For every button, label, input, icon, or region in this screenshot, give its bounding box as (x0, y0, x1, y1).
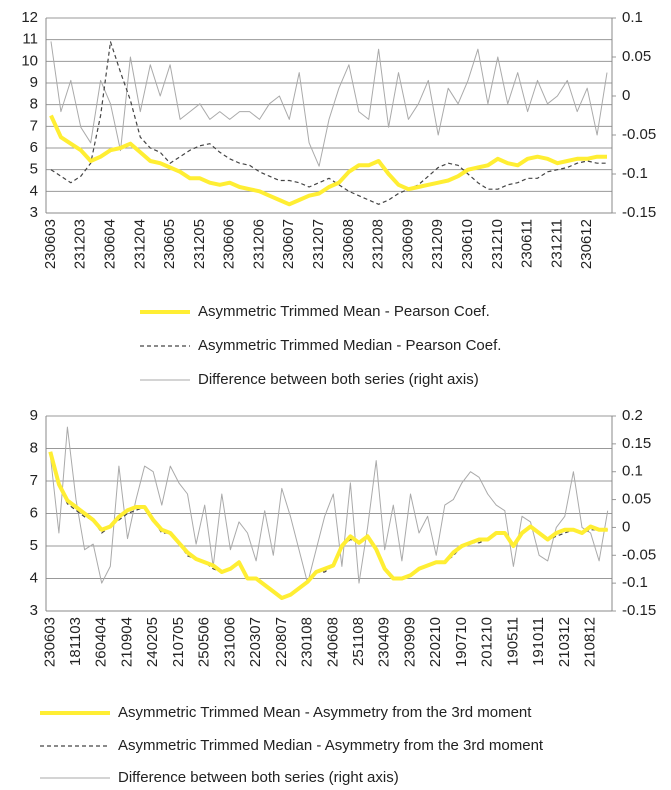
y-tick-label: 3 (30, 204, 38, 221)
x-tick-label: 230603 (42, 219, 59, 269)
x-tick-label: 230609 (399, 219, 416, 269)
x-tick-label: 231211 (548, 219, 565, 268)
y-tick-label: 6 (30, 504, 38, 521)
x-tick-label: 240205 (144, 617, 161, 667)
legend-label: Asymmetric Trimmed Mean - Pearson Coef. (198, 303, 490, 320)
y-tick-label: 4 (30, 182, 38, 199)
y2-tick-label: 0.05 (622, 48, 651, 65)
x-tick-label: 190511 (504, 617, 521, 666)
x-tick-label: 220807 (273, 617, 290, 667)
y-tick-label: 11 (22, 31, 38, 48)
y-tick-label: 4 (30, 569, 38, 586)
x-tick-label: 231006 (221, 617, 238, 667)
y2-tick-label: -0.05 (622, 546, 656, 563)
x-tick-label: 201210 (479, 617, 496, 667)
x-tick-label: 230612 (578, 219, 595, 269)
x-tick-label: 251108 (350, 617, 367, 666)
x-tick-label: 231207 (310, 219, 327, 269)
x-tick-label: 231209 (429, 219, 446, 269)
x-tick-label: 230607 (280, 219, 297, 269)
y-tick-label: 8 (30, 96, 38, 113)
series-line (49, 114, 607, 207)
x-tick-label: 210705 (170, 617, 187, 667)
series-line (50, 41, 608, 167)
x-tick-label: 181103 (67, 617, 84, 666)
series-line (49, 426, 609, 584)
legend-label: Asymmetric Trimmed Mean - Asymmetry from… (118, 704, 532, 721)
x-tick-label: 230608 (340, 219, 357, 269)
y-tick-label: 12 (21, 9, 38, 26)
x-tick-label: 250506 (196, 617, 213, 667)
y-tick-label: 3 (30, 602, 38, 619)
y2-tick-label: 0.15 (622, 435, 651, 452)
series-line (48, 451, 608, 600)
x-tick-label: 240608 (324, 617, 341, 667)
x-tick-label: 230611 (519, 219, 536, 268)
y2-tick-label: 0.1 (622, 9, 643, 26)
legend-label: Difference between both series (right ax… (198, 371, 479, 388)
x-tick-label: 231210 (489, 219, 506, 269)
x-tick-label: 230909 (401, 617, 418, 667)
y2-tick-label: 0.05 (622, 491, 651, 508)
x-tick-label: 260404 (93, 617, 110, 667)
x-tick-label: 230604 (102, 219, 119, 269)
y2-tick-label: 0.2 (622, 407, 643, 424)
legend-label: Difference between both series (right ax… (118, 769, 399, 786)
x-tick-label: 210904 (118, 617, 135, 667)
x-tick-label: 231205 (191, 219, 208, 269)
x-tick-label: 220210 (427, 617, 444, 667)
x-tick-label: 191011 (530, 617, 547, 666)
x-tick-label: 231206 (250, 219, 267, 269)
x-tick-label: 230409 (376, 617, 393, 667)
x-tick-label: 231204 (131, 219, 148, 269)
y-tick-label: 10 (21, 52, 38, 69)
y-tick-label: 8 (30, 439, 38, 456)
y2-tick-label: -0.1 (622, 165, 648, 182)
y-tick-label: 9 (30, 74, 38, 91)
x-tick-label: 210312 (556, 617, 573, 667)
y-tick-label: 7 (30, 472, 38, 489)
y-tick-label: 5 (30, 537, 38, 554)
y2-tick-label: -0.1 (622, 574, 648, 591)
y2-tick-label: -0.15 (622, 204, 656, 221)
y2-tick-label: 0 (622, 518, 630, 535)
series-line (50, 41, 607, 205)
y2-tick-label: 0.1 (622, 463, 643, 480)
x-tick-label: 230605 (161, 219, 178, 269)
y-tick-label: 9 (30, 407, 38, 424)
x-tick-label: 230610 (459, 219, 476, 269)
y2-tick-label: -0.15 (622, 602, 656, 619)
y-tick-label: 5 (30, 161, 38, 178)
x-tick-label: 230603 (41, 617, 58, 667)
y-tick-label: 6 (30, 139, 38, 156)
x-tick-label: 230108 (299, 617, 316, 667)
x-tick-label: 220307 (247, 617, 264, 667)
x-tick-label: 190710 (453, 617, 470, 667)
x-tick-label: 230606 (221, 219, 238, 269)
series-line (49, 454, 608, 599)
x-tick-label: 231203 (72, 219, 89, 269)
y2-tick-label: -0.05 (622, 126, 656, 143)
y-tick-label: 7 (30, 117, 38, 134)
legend-label: Asymmetric Trimmed Median - Asymmetry fr… (118, 737, 544, 754)
y2-tick-label: 0 (622, 87, 630, 104)
x-tick-label: 231208 (370, 219, 387, 269)
legend-label: Asymmetric Trimmed Median - Pearson Coef… (198, 337, 501, 354)
x-tick-label: 210812 (582, 617, 599, 667)
